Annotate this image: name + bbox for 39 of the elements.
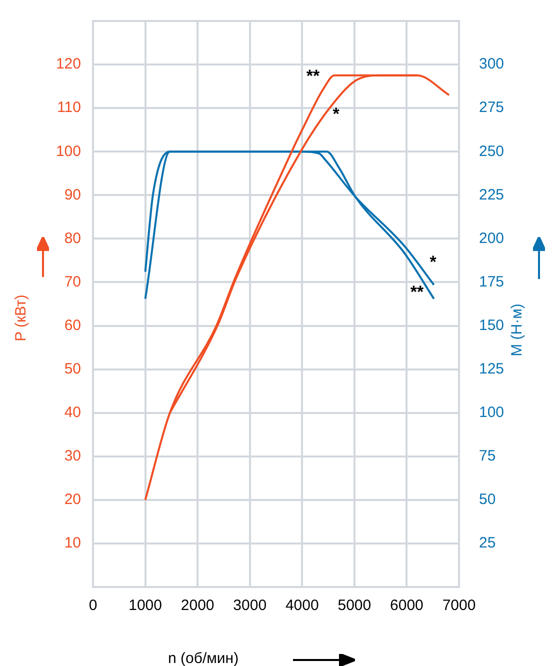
- annotation: **: [306, 66, 320, 86]
- y2-tick-label: 100: [479, 404, 504, 421]
- y-tick-label: 100: [56, 142, 81, 160]
- y-tick-label: 40: [64, 404, 81, 421]
- x-tick-label: 5000: [338, 597, 372, 614]
- y-axis-title: P (кВт): [12, 294, 30, 342]
- y2-tick-label: 275: [479, 99, 504, 116]
- y-tick-label: 10: [64, 534, 81, 552]
- y-tick-label: 20: [64, 491, 81, 508]
- annotation: *: [332, 104, 340, 124]
- x-tick-label: 1000: [128, 597, 162, 614]
- y2-tick-label: 250: [479, 142, 504, 160]
- y2-tick-label: 150: [479, 316, 504, 334]
- y-tick-label: 30: [64, 448, 81, 465]
- y2-tick-label: 25: [479, 534, 496, 552]
- y-tick-label: 120: [56, 56, 81, 73]
- x-tick-label: 6000: [390, 597, 424, 614]
- x-tick-label: 7000: [442, 597, 476, 614]
- annotation: **: [410, 282, 424, 302]
- y2-tick-label: 225: [479, 186, 504, 204]
- x-axis-title: n (об/мин): [168, 650, 239, 666]
- y2-axis-title: М (Н·м): [508, 304, 526, 356]
- y2-tick-label: 50: [479, 491, 496, 508]
- x-tick-label: 2000: [180, 597, 214, 614]
- y2-tick-label: 300: [479, 56, 504, 73]
- y-tick-label: 90: [64, 186, 81, 204]
- x-tick-label: 0: [88, 597, 98, 614]
- y-tick-label: 110: [57, 99, 81, 116]
- y2-tick-label: 200: [479, 230, 504, 247]
- y2-tick-label: 125: [479, 360, 504, 378]
- y-tick-label: 50: [64, 360, 81, 378]
- y-tick-label: 60: [64, 316, 81, 334]
- y-tick-label: 80: [64, 230, 81, 247]
- y2-tick-label: 175: [479, 273, 504, 290]
- annotation: *: [430, 252, 437, 272]
- x-tick-label: 4000: [285, 597, 319, 614]
- y2-tick-label: 75: [479, 448, 496, 465]
- x-tick-label: 3000: [233, 597, 267, 614]
- y-tick-label: 70: [64, 273, 81, 290]
